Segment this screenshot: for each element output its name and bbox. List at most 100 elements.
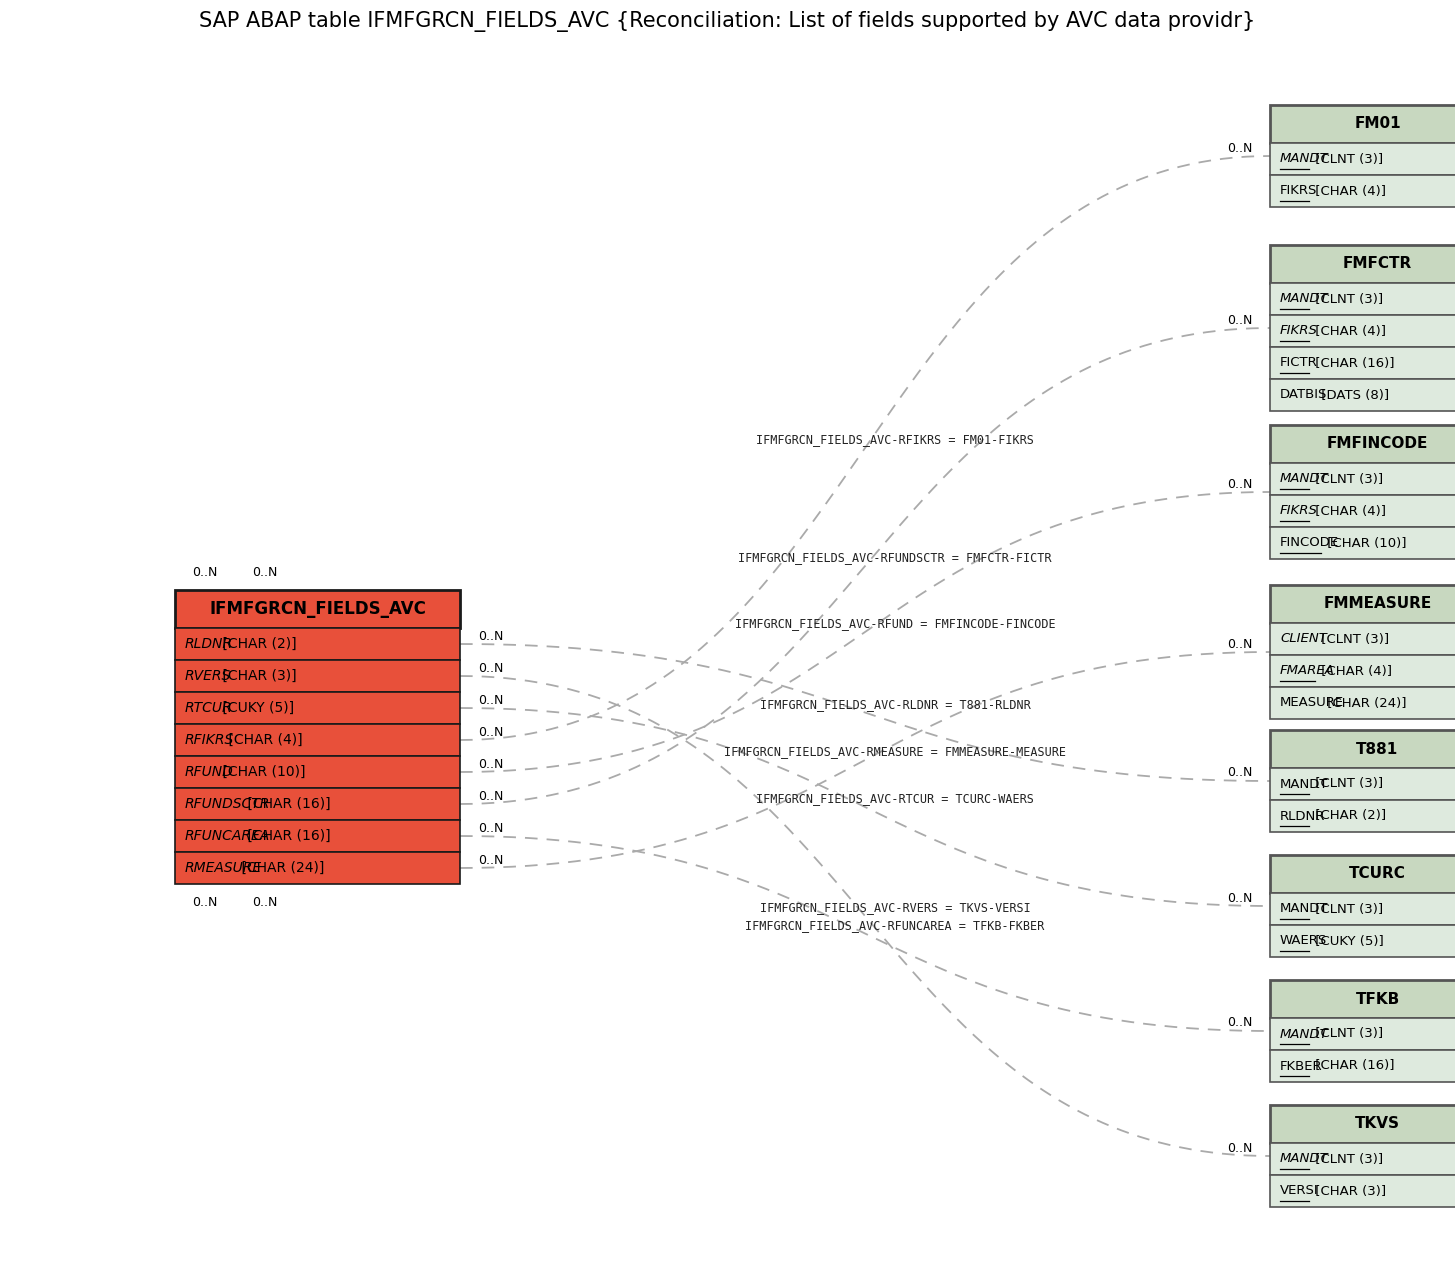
Bar: [1270, 144, 1455, 175]
Text: [CHAR (16)]: [CHAR (16)]: [243, 829, 330, 843]
Text: FIKRS: FIKRS: [1280, 184, 1317, 197]
Text: RFUNCAREA: RFUNCAREA: [185, 829, 271, 843]
Text: FMMEASURE: FMMEASURE: [1324, 596, 1432, 611]
Text: 0..N: 0..N: [479, 694, 503, 707]
Text: [CHAR (4)]: [CHAR (4)]: [1311, 184, 1387, 197]
Bar: [1270, 379, 1455, 411]
Text: 0..N: 0..N: [479, 821, 503, 835]
Bar: [1270, 623, 1455, 655]
Text: 0..N: 0..N: [1227, 141, 1251, 155]
Text: IFMFGRCN_FIELDS_AVC-RFUNDSCTR = FMFCTR-FICTR: IFMFGRCN_FIELDS_AVC-RFUNDSCTR = FMFCTR-F…: [738, 552, 1052, 564]
Text: [CHAR (2)]: [CHAR (2)]: [1311, 810, 1387, 822]
Text: 0..N: 0..N: [1227, 638, 1251, 651]
Text: [CLNT (3)]: [CLNT (3)]: [1311, 1027, 1384, 1041]
Text: 0..N: 0..N: [1227, 766, 1251, 779]
Text: RVERS: RVERS: [185, 669, 231, 683]
Text: RLDNR: RLDNR: [185, 637, 233, 651]
Bar: [175, 628, 460, 660]
Text: RMEASURE: RMEASURE: [185, 860, 262, 874]
Text: [CLNT (3)]: [CLNT (3)]: [1311, 778, 1384, 791]
Text: [CLNT (3)]: [CLNT (3)]: [1317, 633, 1390, 646]
Text: [CHAR (16)]: [CHAR (16)]: [1311, 1060, 1395, 1073]
Bar: [1270, 347, 1455, 379]
Bar: [1270, 527, 1455, 559]
Text: FMFINCODE: FMFINCODE: [1327, 436, 1429, 451]
Bar: [1270, 245, 1455, 283]
Bar: [1270, 105, 1455, 144]
Text: [DATS (8)]: [DATS (8)]: [1317, 389, 1390, 402]
Bar: [1270, 688, 1455, 719]
Text: 0..N: 0..N: [252, 896, 278, 909]
Text: FINCODE: FINCODE: [1280, 536, 1339, 549]
Text: SAP ABAP table IFMFGRCN_FIELDS_AVC {Reconciliation: List of fields supported by : SAP ABAP table IFMFGRCN_FIELDS_AVC {Reco…: [199, 11, 1256, 33]
Bar: [1270, 855, 1455, 894]
Bar: [175, 724, 460, 756]
Text: 0..N: 0..N: [479, 726, 503, 738]
Text: [CHAR (2)]: [CHAR (2)]: [218, 637, 297, 651]
Text: MANDT: MANDT: [1280, 1153, 1328, 1166]
Text: [CHAR (4)]: [CHAR (4)]: [224, 733, 303, 747]
Text: [CHAR (24)]: [CHAR (24)]: [237, 860, 324, 874]
Bar: [1270, 1104, 1455, 1143]
Text: 0..N: 0..N: [1227, 314, 1251, 327]
Text: [CLNT (3)]: [CLNT (3)]: [1311, 902, 1384, 915]
Bar: [1270, 1143, 1455, 1174]
Text: 0..N: 0..N: [479, 789, 503, 802]
Bar: [1270, 494, 1455, 527]
Text: [CLNT (3)]: [CLNT (3)]: [1311, 1153, 1384, 1166]
Text: [CLNT (3)]: [CLNT (3)]: [1311, 292, 1384, 305]
Text: [CHAR (10)]: [CHAR (10)]: [1323, 536, 1407, 549]
Text: 0..N: 0..N: [1227, 891, 1251, 905]
Bar: [175, 691, 460, 724]
Bar: [175, 756, 460, 788]
Text: FMFCTR: FMFCTR: [1343, 257, 1413, 272]
Text: 0..N: 0..N: [479, 661, 503, 675]
Text: [CHAR (4)]: [CHAR (4)]: [1311, 324, 1387, 338]
Bar: [1270, 1018, 1455, 1050]
Text: IFMFGRCN_FIELDS_AVC-RLDNR = T881-RLDNR: IFMFGRCN_FIELDS_AVC-RLDNR = T881-RLDNR: [760, 698, 1030, 710]
Text: [CHAR (16)]: [CHAR (16)]: [1311, 356, 1395, 370]
Text: [CHAR (4)]: [CHAR (4)]: [1311, 505, 1387, 517]
Text: TFKB: TFKB: [1356, 991, 1400, 1007]
Text: WAERS: WAERS: [1280, 934, 1327, 947]
Bar: [1270, 315, 1455, 347]
Bar: [1270, 175, 1455, 207]
Text: FM01: FM01: [1355, 117, 1401, 131]
Bar: [1270, 585, 1455, 623]
Text: 0..N: 0..N: [192, 566, 218, 578]
Bar: [1270, 980, 1455, 1018]
Text: [CHAR (3)]: [CHAR (3)]: [218, 669, 297, 683]
Text: [CHAR (3)]: [CHAR (3)]: [1311, 1185, 1387, 1197]
Text: 0..N: 0..N: [252, 566, 278, 578]
Text: MANDT: MANDT: [1280, 778, 1328, 791]
Text: MEASURE: MEASURE: [1280, 697, 1344, 709]
Text: FMAREA: FMAREA: [1280, 665, 1334, 677]
Text: CLIENT: CLIENT: [1280, 633, 1327, 646]
Text: VERSI: VERSI: [1280, 1185, 1318, 1197]
Text: TKVS: TKVS: [1355, 1116, 1400, 1131]
Bar: [1270, 655, 1455, 688]
Text: MANDT: MANDT: [1280, 1027, 1328, 1041]
Bar: [1270, 425, 1455, 463]
Text: [CLNT (3)]: [CLNT (3)]: [1311, 153, 1384, 165]
Text: [CHAR (4)]: [CHAR (4)]: [1317, 665, 1392, 677]
Text: FIKRS: FIKRS: [1280, 505, 1318, 517]
Text: IFMFGRCN_FIELDS_AVC-RMEASURE = FMMEASURE-MEASURE: IFMFGRCN_FIELDS_AVC-RMEASURE = FMMEASURE…: [725, 746, 1067, 759]
Bar: [175, 660, 460, 691]
Text: IFMFGRCN_FIELDS_AVC-RVERS = TKVS-VERSI: IFMFGRCN_FIELDS_AVC-RVERS = TKVS-VERSI: [760, 901, 1030, 915]
Text: IFMFGRCN_FIELDS_AVC-RFUNCAREA = TFKB-FKBER: IFMFGRCN_FIELDS_AVC-RFUNCAREA = TFKB-FKB…: [745, 919, 1045, 932]
Bar: [1270, 1174, 1455, 1207]
Bar: [1270, 925, 1455, 957]
Text: 0..N: 0..N: [1227, 478, 1251, 491]
Text: 0..N: 0..N: [479, 854, 503, 867]
Bar: [175, 590, 460, 628]
Text: RFUND: RFUND: [185, 765, 234, 779]
Text: 0..N: 0..N: [1227, 1017, 1251, 1030]
Text: FIKRS: FIKRS: [1280, 324, 1318, 338]
Text: 0..N: 0..N: [479, 629, 503, 643]
Bar: [1270, 1050, 1455, 1082]
Text: RLDNR: RLDNR: [1280, 810, 1326, 822]
Text: T881: T881: [1356, 741, 1398, 756]
Bar: [1270, 463, 1455, 494]
Bar: [1270, 894, 1455, 925]
